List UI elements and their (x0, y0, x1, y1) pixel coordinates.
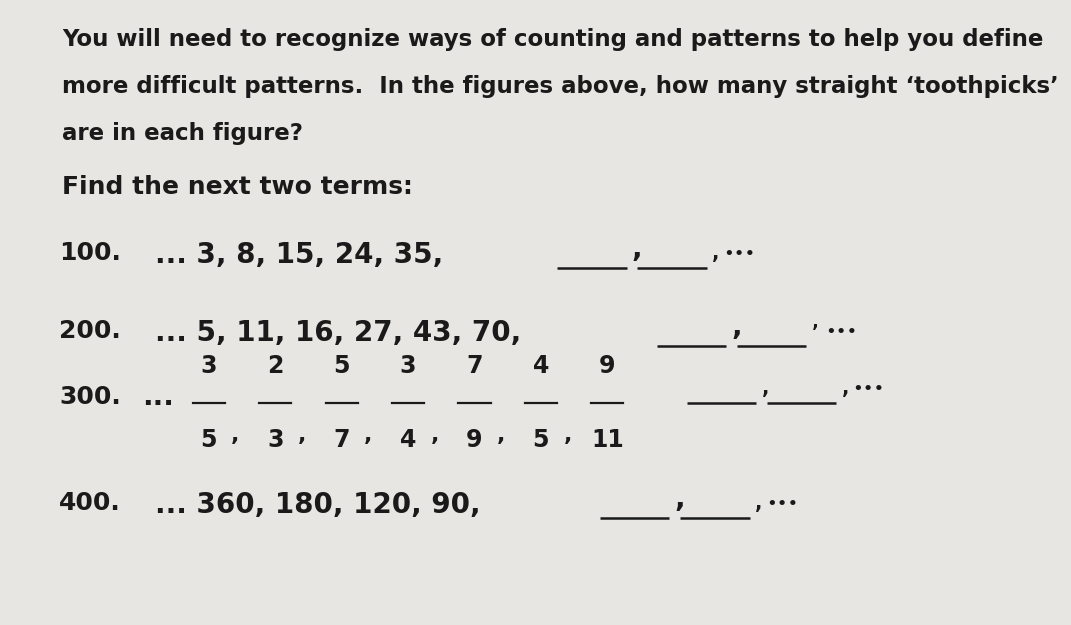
Text: 2: 2 (267, 354, 284, 378)
Text: ,: , (298, 425, 306, 445)
Text: 200.: 200. (59, 319, 121, 342)
Text: more difficult patterns.  In the figures above, how many straight ‘toothpicks’: more difficult patterns. In the figures … (62, 75, 1059, 98)
Text: 9: 9 (599, 354, 616, 378)
Text: ,: , (675, 485, 685, 513)
Text: 4: 4 (399, 428, 417, 452)
Text: ,: , (712, 244, 720, 263)
Text: •••: ••• (766, 495, 798, 513)
Text: Find the next two terms:: Find the next two terms: (62, 175, 413, 199)
Text: •••: ••• (853, 380, 885, 398)
Text: are in each figure?: are in each figure? (62, 122, 303, 145)
Text: 7: 7 (333, 428, 350, 452)
Text: ... 5, 11, 16, 27, 43, 70,: ... 5, 11, 16, 27, 43, 70, (155, 319, 522, 347)
Text: •••: ••• (826, 323, 858, 341)
Text: 7: 7 (466, 354, 483, 378)
Text: 100.: 100. (59, 241, 121, 264)
Text: ...: ... (142, 383, 175, 411)
Text: ,: , (755, 494, 763, 513)
Text: ... 360, 180, 120, 90,: ... 360, 180, 120, 90, (155, 491, 481, 519)
Text: 11: 11 (591, 428, 623, 452)
Text: •••: ••• (723, 245, 755, 263)
Text: ... 3, 8, 15, 24, 35,: ... 3, 8, 15, 24, 35, (155, 241, 443, 269)
Text: ,: , (364, 425, 373, 445)
Text: ,: , (563, 425, 572, 445)
Text: 4: 4 (532, 354, 549, 378)
Text: 5: 5 (532, 428, 549, 452)
Text: 9: 9 (466, 428, 483, 452)
Text: 5: 5 (333, 354, 350, 378)
Text: ’: ’ (812, 323, 818, 341)
Text: ,: , (632, 235, 643, 263)
Text: ,: , (731, 313, 742, 341)
Text: ,: , (231, 425, 240, 445)
Text: ,: , (431, 425, 439, 445)
Text: 3: 3 (399, 354, 417, 378)
Text: 300.: 300. (59, 385, 121, 409)
Text: 3: 3 (267, 428, 284, 452)
Text: You will need to recognize ways of counting and patterns to help you define: You will need to recognize ways of count… (62, 28, 1043, 51)
Text: ,: , (842, 379, 849, 398)
Text: 5: 5 (200, 428, 217, 452)
Text: 400.: 400. (59, 491, 121, 514)
Text: ,: , (761, 379, 769, 398)
Text: ,: , (497, 425, 506, 445)
Text: 3: 3 (200, 354, 217, 378)
